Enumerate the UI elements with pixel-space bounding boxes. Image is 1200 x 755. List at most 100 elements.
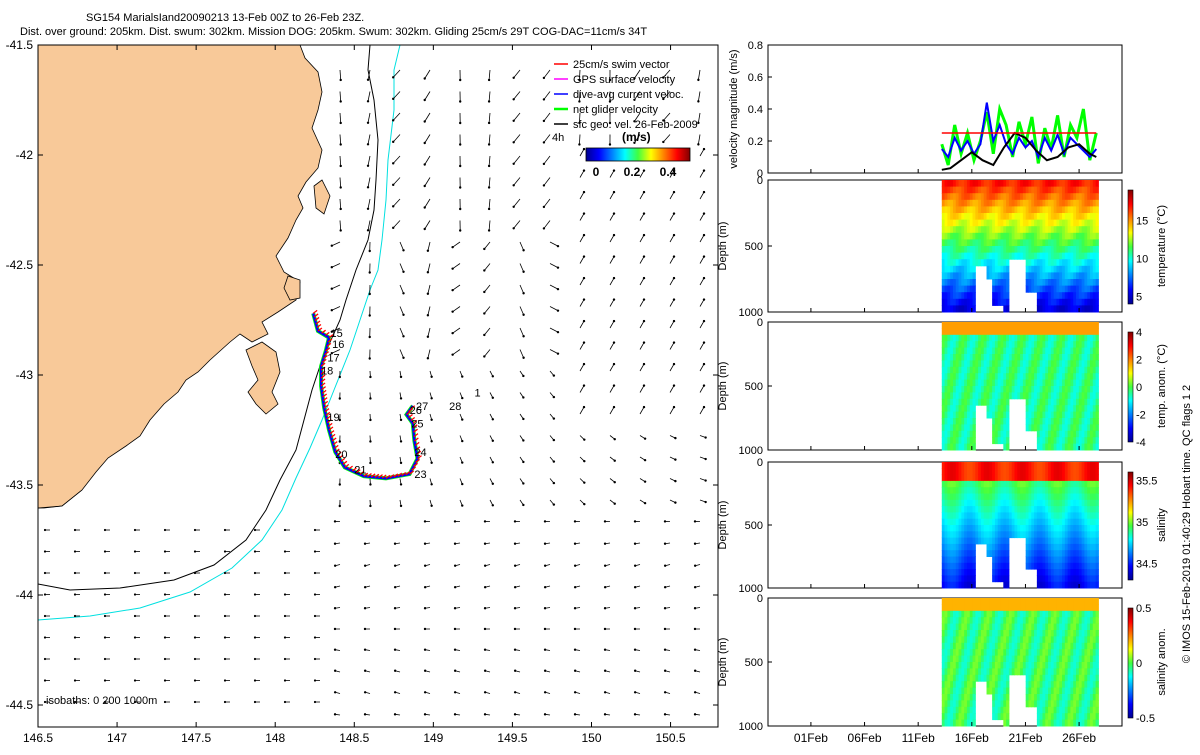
current-vector-head <box>364 543 366 545</box>
current-vector-head <box>314 550 316 552</box>
section-colorbar-tick: 5 <box>1136 291 1142 303</box>
current-vector-head <box>459 186 461 188</box>
current-vector-head <box>662 141 664 143</box>
current-vector-head <box>224 529 226 531</box>
current-vector-head <box>392 162 394 164</box>
current-vector-head <box>544 520 546 522</box>
current-vector-head <box>483 248 485 250</box>
velocity-panel: 00.20.40.60.8 velocity magnitude (m/s) <box>728 40 1122 180</box>
current-vector-head <box>331 245 333 247</box>
current-vector-head <box>543 206 545 208</box>
map-x-tick-label: 150.5 <box>656 731 686 745</box>
section-cell <box>1096 563 1099 570</box>
current-vector-head <box>369 440 371 442</box>
current-vector-head <box>664 565 666 567</box>
current-vector-head <box>484 520 486 522</box>
current-vector-head <box>664 648 666 650</box>
current-vector-head <box>673 191 675 193</box>
current-vector-head <box>334 691 336 693</box>
current-vector-head <box>369 314 371 316</box>
velocity-y-tick-label: 0.4 <box>748 104 763 116</box>
section-colorbar-tick: 34.5 <box>1136 558 1157 570</box>
current-vector-head <box>574 607 576 609</box>
current-vector-head <box>424 185 426 187</box>
current-vector-head <box>544 565 546 567</box>
current-vector-head <box>104 679 106 681</box>
day-label: 20 <box>335 449 347 461</box>
current-vector-head <box>369 336 371 338</box>
current-vector-head <box>194 529 196 531</box>
current-vector-head <box>424 713 426 715</box>
current-vector-head <box>430 397 432 399</box>
current-vector-head <box>514 543 516 545</box>
current-vector-head <box>634 670 636 672</box>
current-vector-head <box>694 713 696 715</box>
section-cell <box>973 444 976 451</box>
current-vector-head <box>578 143 580 145</box>
section-y-tick-label: 500 <box>745 520 763 532</box>
current-vector-head <box>454 586 456 588</box>
current-vector-head <box>488 143 490 145</box>
current-vector-head <box>673 406 675 408</box>
colorbar-unit: (m/s) <box>622 130 651 144</box>
current-vector-head <box>697 143 699 145</box>
current-vector-head <box>483 334 485 336</box>
current-vector-head <box>254 529 256 531</box>
current-vector-head <box>44 658 46 660</box>
current-vector-head <box>664 520 666 522</box>
current-vector-head <box>574 713 576 715</box>
current-vector-head <box>492 504 494 506</box>
map-x-tick-label: 148 <box>265 731 285 745</box>
current-vector-head <box>44 679 46 681</box>
current-vector-head <box>492 483 494 485</box>
current-vector-head <box>557 331 559 333</box>
section-cell <box>1096 544 1099 551</box>
current-vector-head <box>400 440 402 442</box>
current-vector-head <box>604 713 606 715</box>
current-vector-head <box>44 615 46 617</box>
current-vector-head <box>574 520 576 522</box>
current-vector-head <box>583 169 585 171</box>
section-cell <box>1096 481 1099 488</box>
section-cell <box>1096 305 1099 312</box>
current-vector-head <box>644 502 646 504</box>
current-vector-head <box>553 374 555 376</box>
current-vector-head <box>394 670 396 672</box>
current-vector-head <box>340 165 342 167</box>
current-vector-head <box>314 636 316 638</box>
current-vector-head <box>400 419 402 421</box>
current-vector-head <box>331 266 333 268</box>
current-vector-head <box>284 615 286 617</box>
section-cell <box>973 681 976 688</box>
current-vector-head <box>604 543 606 545</box>
current-vector-head <box>543 98 545 100</box>
current-vector-head <box>392 227 394 229</box>
current-vector-head <box>703 212 705 214</box>
current-vector-head <box>643 341 645 343</box>
current-vector-head <box>284 701 286 703</box>
current-vector-head <box>613 255 615 257</box>
current-vector-head <box>643 255 645 257</box>
section-cell <box>1096 569 1099 576</box>
day-label: 28 <box>449 401 461 413</box>
current-vector-head <box>553 482 555 484</box>
current-vector-head <box>224 636 226 638</box>
current-vector-head <box>367 143 369 145</box>
current-vector-head <box>514 691 516 693</box>
current-vector-head <box>644 437 646 439</box>
section-cell <box>1096 246 1099 253</box>
section-cell <box>1006 681 1009 688</box>
current-vector-head <box>492 397 494 399</box>
current-vector-head <box>644 459 646 461</box>
section-cell <box>1096 487 1099 494</box>
current-vector-head <box>224 593 226 595</box>
section-cell <box>1096 512 1099 519</box>
section-cell <box>973 299 976 306</box>
current-vector-head <box>703 298 705 300</box>
current-vector-head <box>334 648 336 650</box>
current-vector-head <box>583 255 585 257</box>
section-colorbar-tick: 4 <box>1136 327 1142 339</box>
current-vector-head <box>104 529 106 531</box>
section-cell <box>1006 399 1009 406</box>
